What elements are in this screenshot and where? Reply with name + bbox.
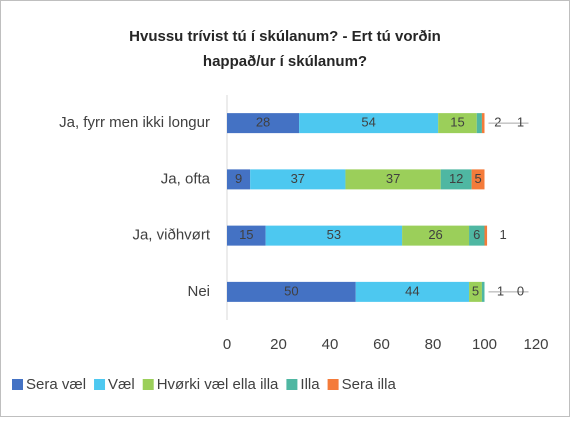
- data-label: 2: [494, 115, 501, 130]
- data-label: 1: [499, 227, 506, 242]
- legend-swatch: [286, 379, 298, 390]
- bar-segment: [227, 113, 300, 134]
- bar-segment: [440, 169, 472, 190]
- data-label: 37: [291, 171, 305, 186]
- x-tick-label: 40: [322, 336, 339, 353]
- data-label: 50: [284, 283, 298, 298]
- data-label: 12: [449, 171, 463, 186]
- bar-segment: [250, 169, 346, 190]
- data-label: 15: [239, 227, 253, 242]
- x-tick-label: 120: [523, 336, 548, 353]
- bar-segment: [471, 169, 485, 190]
- chart-title: Hvussu trívist tú í skúlanum? - Ert tú v…: [129, 28, 441, 45]
- data-label: 1: [497, 283, 504, 298]
- legend-label: Sera væl: [26, 376, 86, 393]
- data-label: 1: [517, 115, 524, 130]
- data-label: 28: [256, 115, 270, 130]
- legend-label: Illa: [300, 376, 320, 393]
- data-label: 0: [517, 283, 524, 298]
- bar-segment: [484, 225, 488, 246]
- legend-swatch: [94, 379, 106, 390]
- y-tick-label: Nei: [187, 283, 210, 300]
- data-label: 5: [474, 171, 481, 186]
- bar-segment: [265, 225, 403, 246]
- chart-title: happað/ur í skúlanum?: [203, 53, 367, 70]
- x-tick-label: 0: [223, 336, 231, 353]
- bar-segment: [481, 281, 485, 302]
- data-label: 37: [386, 171, 400, 186]
- x-tick-label: 80: [425, 336, 442, 353]
- bar-segment: [469, 281, 482, 302]
- legend-swatch: [327, 379, 339, 390]
- y-tick-label: Ja, ofta: [161, 170, 211, 187]
- legend-label: Væl: [108, 376, 135, 393]
- bar-segment: [402, 225, 470, 246]
- data-label: 5: [472, 283, 479, 298]
- legend-swatch: [142, 379, 154, 390]
- legend-label: Sera illa: [342, 376, 397, 393]
- data-label: 15: [450, 115, 464, 130]
- data-label: 6: [473, 227, 480, 242]
- data-label: 54: [361, 115, 375, 130]
- bar-segment: [438, 113, 477, 134]
- data-label: 26: [428, 227, 442, 242]
- bar-segment: [481, 113, 485, 134]
- bar-segment: [355, 281, 470, 302]
- y-tick-label: Ja, fyrr men ikki longur: [59, 114, 210, 131]
- legend-label: Hvørki væl ella illa: [157, 376, 279, 393]
- data-label: 44: [405, 283, 419, 298]
- y-tick-label: Ja, viðhvørt: [132, 227, 210, 244]
- data-label: 9: [235, 171, 242, 186]
- bar-segment: [469, 225, 485, 246]
- bar-segment: [227, 281, 356, 302]
- bar-segment: [345, 169, 441, 190]
- bar-segment: [227, 225, 266, 246]
- legend-swatch: [12, 379, 23, 390]
- bar-segment: [476, 113, 482, 134]
- data-label: 53: [327, 227, 341, 242]
- bar-segment: [227, 169, 251, 190]
- bar-segment: [299, 113, 439, 134]
- x-tick-label: 60: [373, 336, 390, 353]
- x-tick-label: 20: [270, 336, 287, 353]
- x-tick-label: 100: [472, 336, 497, 353]
